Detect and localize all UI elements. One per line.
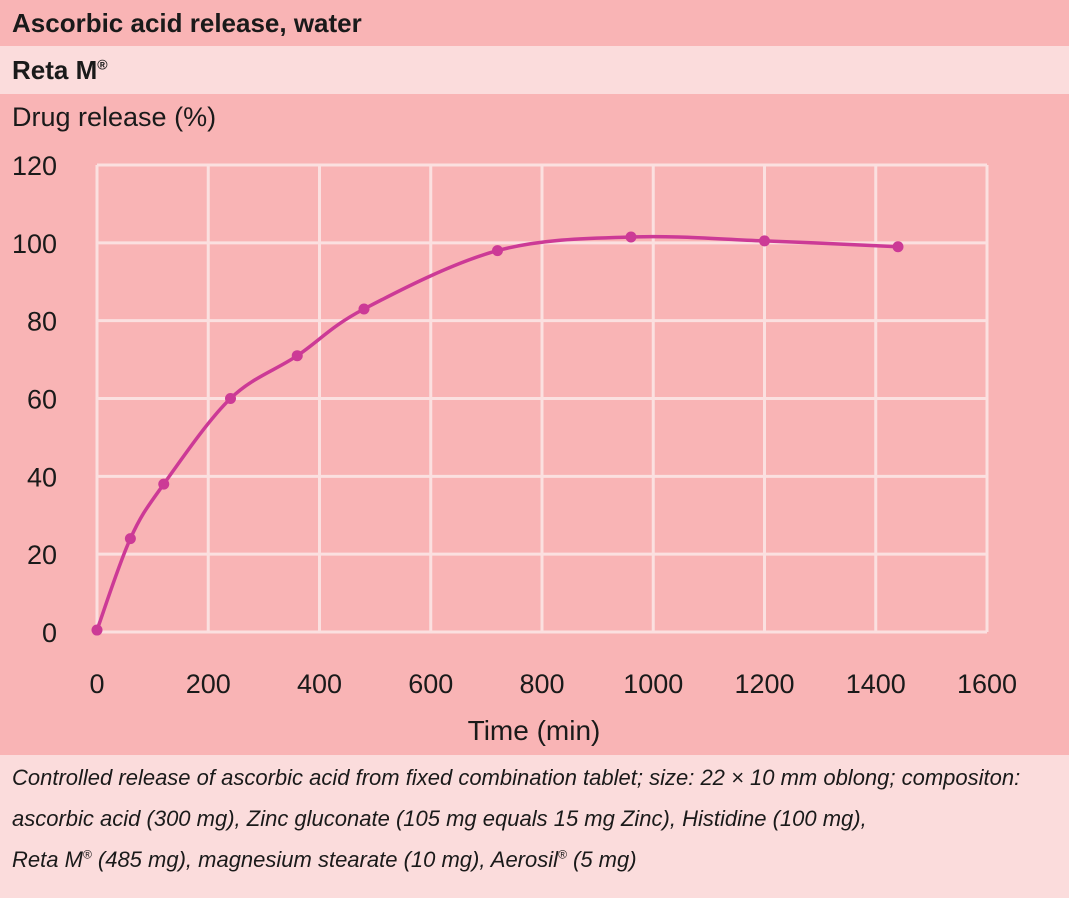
caption-text: (485 mg), magnesium stearate (10 mg), Ae…: [91, 847, 559, 872]
y-tick-label: 60: [27, 385, 57, 415]
data-point: [91, 624, 103, 636]
data-point: [291, 350, 303, 362]
data-point: [158, 478, 170, 490]
caption-line-3: Reta M® (485 mg), magnesium stearate (10…: [12, 847, 637, 873]
x-axis-label: Time (min): [468, 715, 601, 746]
y-tick-label: 100: [12, 229, 57, 259]
x-tick-label: 1000: [623, 669, 683, 699]
title-bar: [0, 0, 1069, 46]
subtitle-bar: [0, 46, 1069, 94]
data-point: [492, 245, 503, 257]
data-point: [759, 235, 770, 247]
x-tick-label: 1600: [957, 669, 1017, 699]
y-tick-label: 40: [27, 462, 57, 492]
x-tick-label: 1400: [846, 669, 906, 699]
data-point: [358, 303, 370, 315]
x-tick-label: 600: [408, 669, 453, 699]
data-point: [225, 393, 236, 404]
chart-subtitle: Reta M®: [12, 55, 108, 86]
data-point: [892, 241, 904, 253]
registered-mark: ®: [97, 56, 108, 73]
caption-text: Reta M: [12, 847, 83, 872]
y-axis-label: Drug release (%): [12, 102, 217, 132]
y-tick-label: 80: [27, 307, 57, 337]
y-tick-label: 120: [12, 151, 57, 181]
registered-mark: ®: [558, 847, 567, 862]
caption-text: (5 mg): [566, 847, 637, 872]
caption-line-1: Controlled release of ascorbic acid from…: [12, 765, 1021, 790]
x-tick-label: 200: [186, 669, 231, 699]
x-tick-label: 0: [89, 669, 104, 699]
caption-line-2: ascorbic acid (300 mg), Zinc gluconate (…: [12, 806, 867, 831]
y-tick-label: 0: [42, 618, 57, 648]
subtitle-text: Reta M: [12, 55, 98, 85]
data-point: [124, 533, 136, 545]
registered-mark: ®: [82, 847, 92, 862]
x-tick-label: 400: [297, 669, 342, 699]
chart-panel: [0, 94, 1069, 755]
chart-title: Ascorbic acid release, water: [12, 8, 362, 38]
data-point: [625, 231, 637, 243]
y-tick-label: 20: [27, 540, 57, 570]
caption-box: Controlled release of ascorbic acid from…: [0, 755, 1069, 898]
x-tick-label: 1200: [734, 669, 794, 699]
x-tick-label: 800: [519, 669, 564, 699]
release-curve: [95, 234, 899, 631]
